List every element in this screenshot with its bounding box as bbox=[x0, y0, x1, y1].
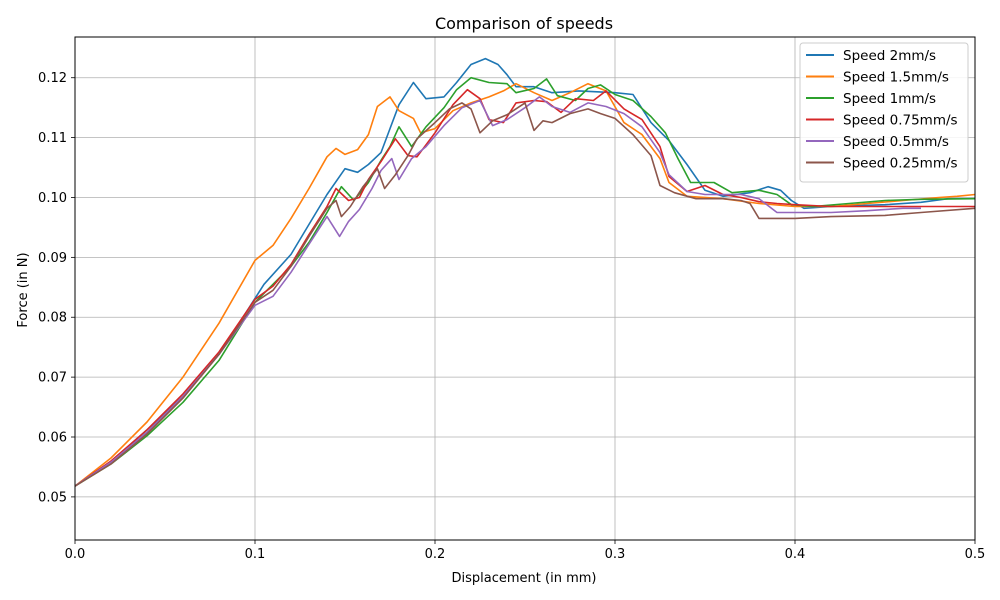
series-lines bbox=[74, 57, 976, 487]
series-line-6 bbox=[74, 102, 976, 487]
y-tick-label: 0.06 bbox=[38, 431, 67, 446]
y-tick-label: 0.10 bbox=[38, 191, 67, 206]
series-line-1 bbox=[74, 57, 975, 487]
legend-label: Speed 0.5mm/s bbox=[843, 134, 949, 150]
series-line-4 bbox=[74, 88, 975, 487]
x-tick-label: 0.2 bbox=[425, 547, 446, 562]
series-line-3 bbox=[74, 76, 976, 487]
legend-box bbox=[799, 42, 969, 183]
x-tick-label: 0.3 bbox=[605, 547, 626, 562]
y-tick-label: 0.11 bbox=[38, 131, 67, 146]
series-line-5 bbox=[74, 96, 921, 487]
plot-frame bbox=[74, 36, 976, 541]
legend-label: Speed 0.25mm/s bbox=[843, 156, 958, 172]
legend-label: Speed 1.5mm/s bbox=[843, 70, 949, 86]
y-tick-label: 0.12 bbox=[38, 71, 67, 86]
legend-label: Speed 0.75mm/s bbox=[843, 113, 958, 129]
x-tick-label: 0.1 bbox=[245, 547, 266, 562]
y-tick-label: 0.07 bbox=[38, 371, 67, 386]
x-tick-label: 0.4 bbox=[785, 547, 806, 562]
gridlines bbox=[74, 37, 976, 540]
y-axis-label: Force (in N) bbox=[16, 252, 31, 327]
x-axis-label: Displacement (in mm) bbox=[452, 571, 597, 586]
x-tick-label: 0.5 bbox=[965, 547, 986, 562]
legend-label: Speed 2mm/s bbox=[843, 48, 936, 64]
x-tick-label: 0.0 bbox=[65, 547, 86, 562]
x-axis-ticks: 0.0 0.1 0.2 0.3 0.4 0.5 bbox=[65, 540, 986, 562]
legend: Speed 2mm/s Speed 1.5mm/s Speed 1mm/s Speed… bbox=[799, 42, 969, 183]
y-tick-label: 0.05 bbox=[38, 490, 67, 505]
chart-title: Comparison of speeds bbox=[435, 14, 613, 33]
y-tick-label: 0.08 bbox=[38, 311, 67, 326]
y-axis-ticks: 0.05 0.06 0.07 0.08 0.09 0.10 0.11 0.12 bbox=[38, 71, 75, 505]
legend-label: Speed 1mm/s bbox=[843, 91, 936, 107]
y-tick-label: 0.09 bbox=[38, 251, 67, 266]
